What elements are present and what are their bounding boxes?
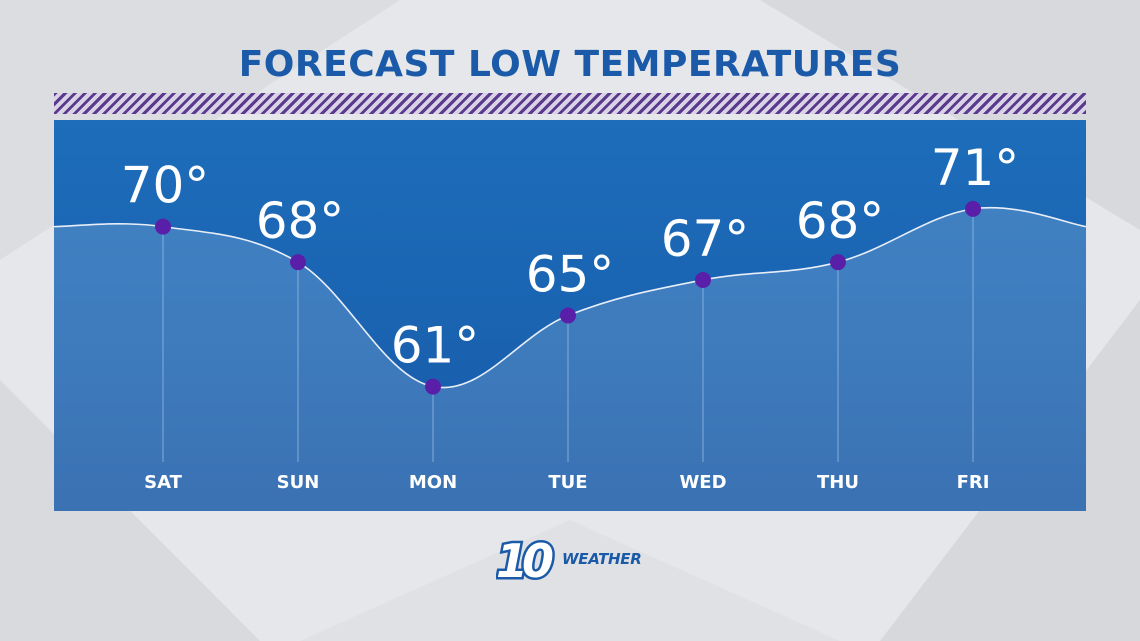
value-label: 65° (526, 246, 615, 304)
day-label: TUE (548, 472, 587, 493)
logo-wordmark: WEATHER (562, 550, 642, 568)
day-label: THU (817, 472, 859, 493)
chart-title: FORECAST LOW TEMPERATURES (238, 44, 902, 85)
value-label: 67° (661, 210, 750, 268)
data-point (560, 307, 576, 324)
ten-logo-icon: 10 (496, 535, 560, 583)
station-logo: 10 WEATHER (496, 535, 642, 583)
temperature-area (54, 207, 1086, 512)
value-label: 71° (931, 139, 1020, 197)
data-point (155, 218, 171, 235)
data-point (830, 254, 846, 271)
day-label: WED (679, 472, 726, 493)
value-label: 68° (256, 192, 345, 250)
value-label: 68° (796, 192, 885, 250)
data-point (425, 378, 441, 395)
title-hatch-divider (54, 93, 1086, 114)
data-point (695, 271, 711, 288)
day-label: FRI (957, 472, 990, 493)
day-label: SUN (277, 472, 320, 493)
value-label: 70° (121, 157, 210, 215)
day-label: MON (409, 472, 457, 493)
data-point (290, 254, 306, 271)
value-label: 61° (391, 317, 480, 375)
day-label: SAT (144, 472, 182, 493)
temperature-line (53, 206, 1087, 389)
data-point (965, 200, 981, 217)
svg-text:10: 10 (496, 535, 553, 583)
